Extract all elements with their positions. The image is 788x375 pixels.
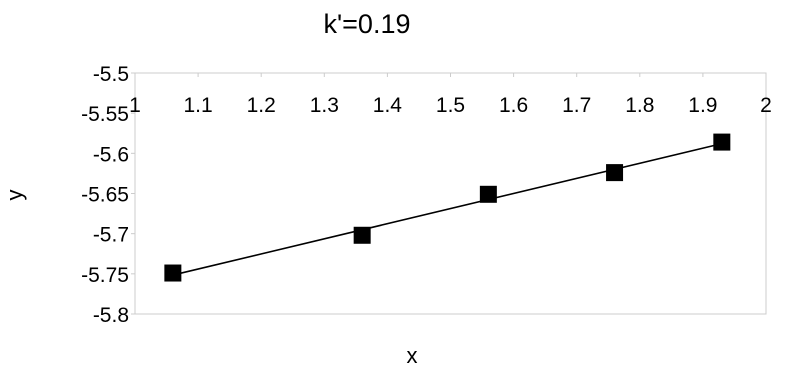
trend-line [172,142,723,276]
x-tick-label: 1.5 [436,94,465,117]
x-axis-label: x [407,343,418,368]
data-point [479,185,497,203]
x-tick-label: 1.6 [499,94,528,117]
y-tick-label: -5.8 [93,304,129,327]
x-tick-label: 1.2 [247,94,276,117]
x-tick-label: 1.7 [562,94,591,117]
x-tick-label: 1.9 [688,94,717,117]
data-point [606,164,624,182]
chart-title: k'=0.19 [324,9,411,39]
x-tick-label: 1.1 [183,94,212,117]
x-tick-label: 1.3 [310,94,339,117]
y-tick-label: -5.7 [93,224,129,247]
x-tick-label: 1 [129,94,141,117]
x-tick-label: 1.8 [625,94,654,117]
y-tick-label: -5.75 [81,264,129,287]
x-tick-label: 1.4 [373,94,403,117]
data-point [353,226,371,244]
data-point [713,133,731,151]
y-axis-label: y [2,190,27,201]
y-tick-label: -5.65 [81,184,129,207]
y-tick-label: -5.6 [93,143,129,166]
y-tick-label: -5.55 [81,103,129,126]
data-point [164,264,182,282]
y-tick-label: -5.5 [93,63,129,86]
x-tick-label: 2 [760,94,772,117]
